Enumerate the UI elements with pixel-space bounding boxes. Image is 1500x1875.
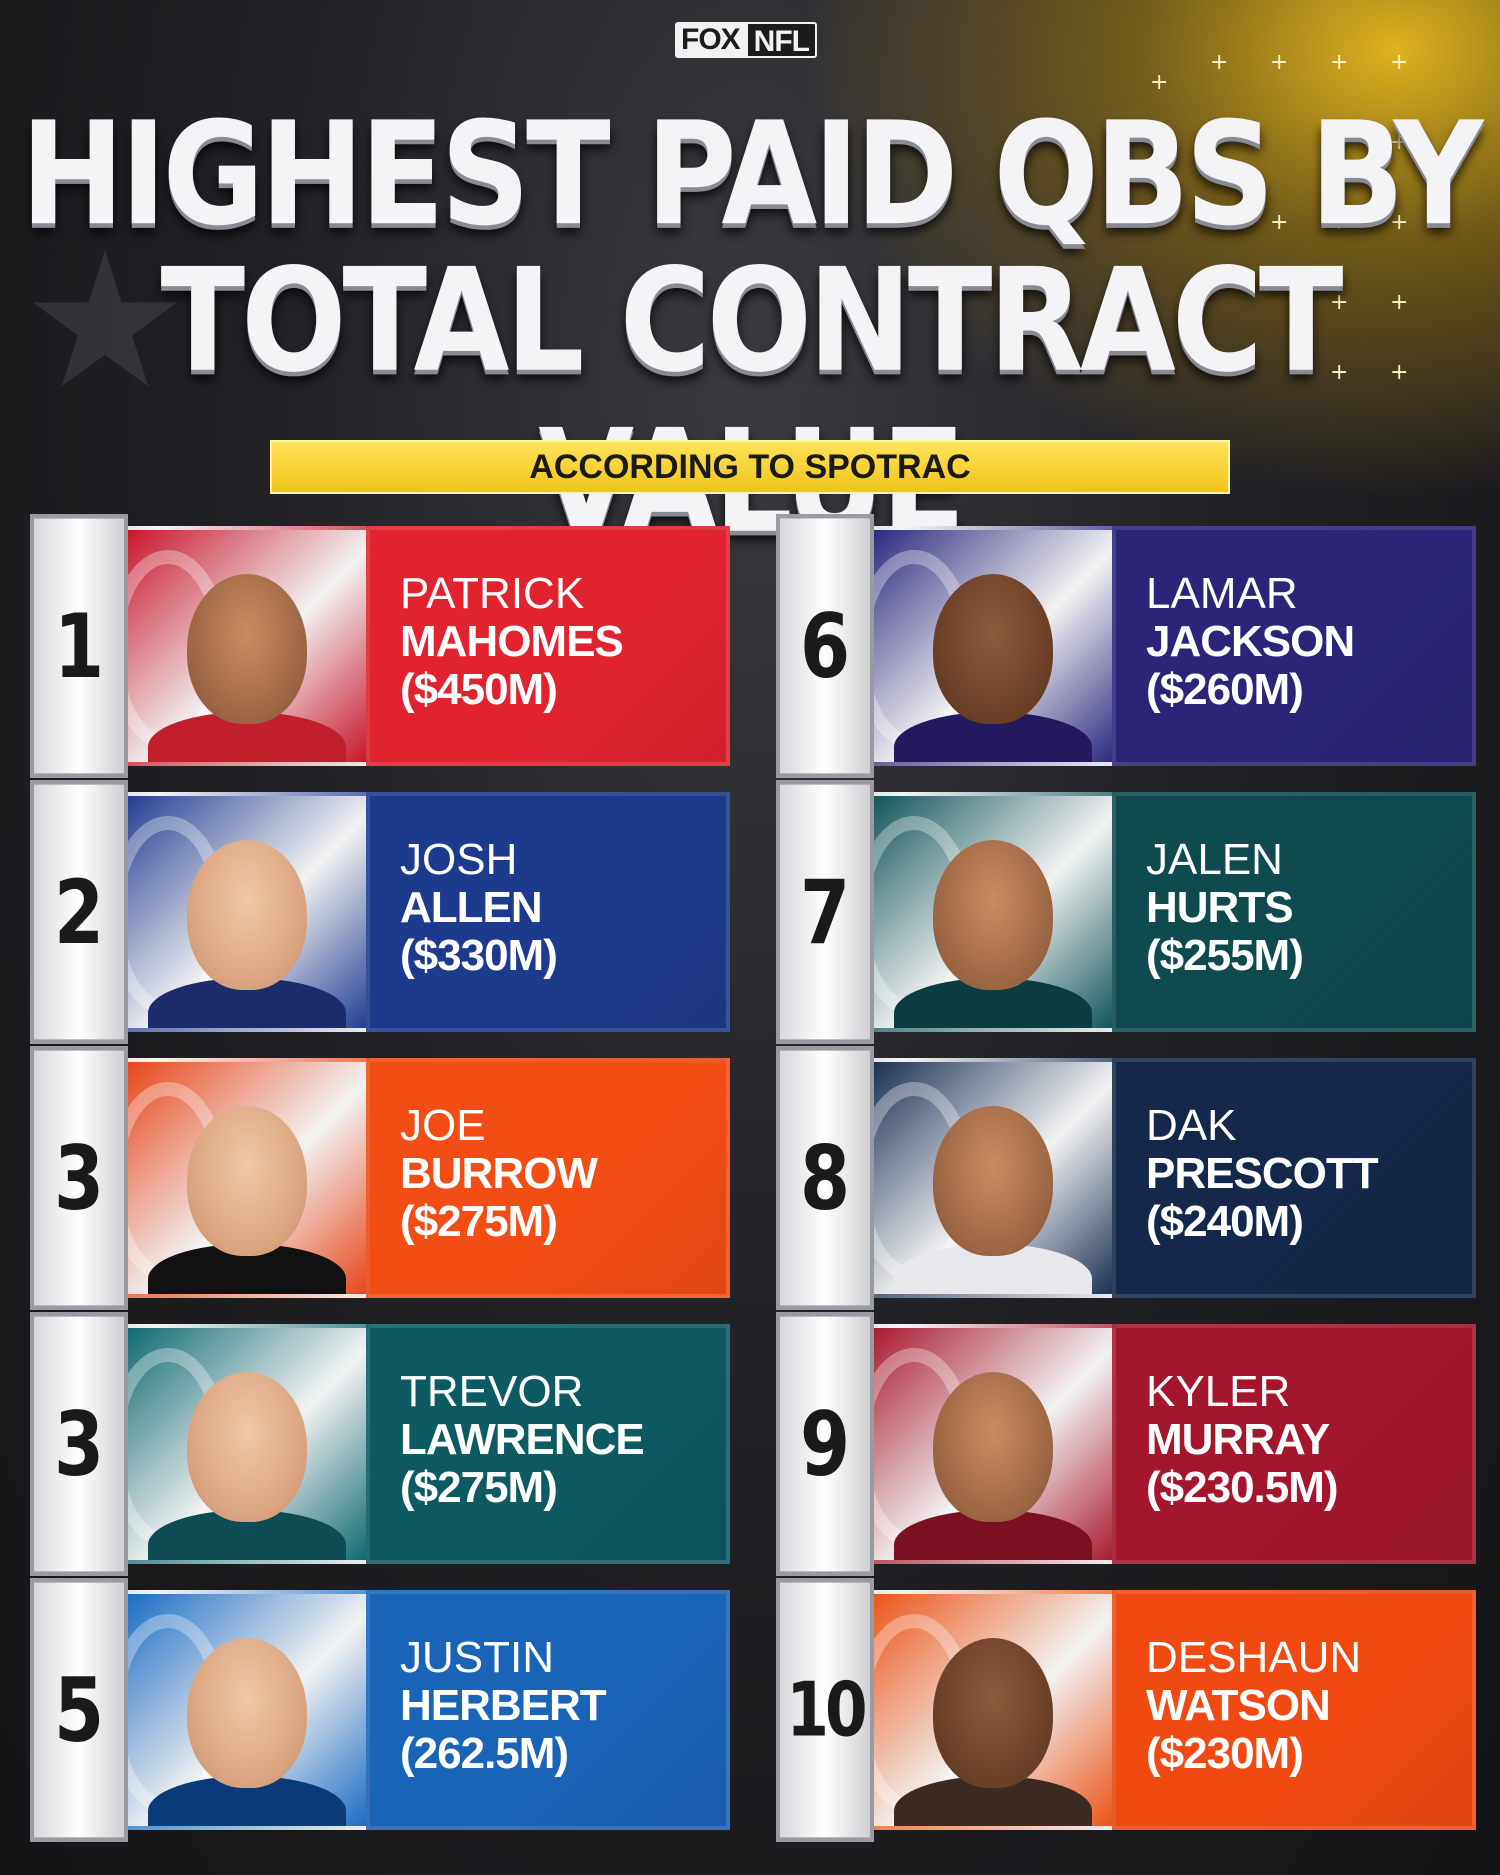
player-headshot <box>187 574 307 724</box>
rank-number: 3 <box>30 1046 128 1310</box>
player-headshot <box>933 574 1053 724</box>
player-first-name: LAMAR <box>1146 569 1298 618</box>
player-headshot <box>187 1106 307 1256</box>
player-info-panel: JOSH ALLEN ($330M) <box>366 792 730 1032</box>
player-headshot <box>187 1638 307 1788</box>
player-photo <box>874 1058 1112 1298</box>
player-headshot <box>187 1372 307 1522</box>
player-first-name: JOSH <box>400 835 518 884</box>
player-last-name: HURTS <box>1146 883 1294 932</box>
player-last-name: PRESCOTT <box>1146 1149 1379 1198</box>
player-headshot <box>933 1638 1053 1788</box>
player-card: 2 JOSH ALLEN ($330M) <box>30 780 730 1044</box>
player-card: 10 DESHAUN WATSON ($230M) <box>776 1578 1476 1842</box>
contract-value: ($450M) <box>400 665 558 714</box>
player-photo <box>128 1590 366 1830</box>
contract-value: (262.5M) <box>400 1729 569 1778</box>
player-last-name: MURRAY <box>1146 1415 1330 1464</box>
contract-value: ($275M) <box>400 1197 558 1246</box>
player-first-name: DESHAUN <box>1146 1633 1362 1682</box>
player-first-name: JUSTIN <box>400 1633 554 1682</box>
player-first-name: DAK <box>1146 1101 1237 1150</box>
contract-value: ($275M) <box>400 1463 558 1512</box>
contract-value: ($230M) <box>1146 1729 1304 1778</box>
player-card: 7 JALEN HURTS ($255M) <box>776 780 1476 1044</box>
player-headshot <box>187 840 307 990</box>
rank-number: 6 <box>776 514 874 778</box>
player-info-panel: TREVOR LAWRENCE ($275M) <box>366 1324 730 1564</box>
player-headshot <box>933 840 1053 990</box>
player-photo <box>874 526 1112 766</box>
contract-value: ($330M) <box>400 931 558 980</box>
player-first-name: JOE <box>400 1101 486 1150</box>
player-card: 3 TREVOR LAWRENCE ($275M) <box>30 1312 730 1576</box>
player-card: 1 PATRICK MAHOMES ($450M) <box>30 514 730 778</box>
player-headshot <box>933 1372 1053 1522</box>
player-info-panel: JUSTIN HERBERT (262.5M) <box>366 1590 730 1830</box>
title-line-2: TOTAL CONTRACT VALUE <box>160 238 1344 563</box>
player-first-name: KYLER <box>1146 1367 1291 1416</box>
player-info-panel: DESHAUN WATSON ($230M) <box>1112 1590 1476 1830</box>
logo-nfl: NFL <box>745 22 817 58</box>
player-last-name: LAWRENCE <box>400 1415 645 1464</box>
fox-nfl-logo: FOX NFL <box>675 22 817 58</box>
player-photo <box>874 1590 1112 1830</box>
player-card: 8 DAK PRESCOTT ($240M) <box>776 1046 1476 1310</box>
player-first-name: JALEN <box>1146 835 1283 884</box>
player-info-panel: PATRICK MAHOMES ($450M) <box>366 526 730 766</box>
player-last-name: BURROW <box>400 1149 598 1198</box>
player-info-panel: JOE BURROW ($275M) <box>366 1058 730 1298</box>
player-info-panel: DAK PRESCOTT ($240M) <box>1112 1058 1476 1298</box>
rank-number: 5 <box>30 1578 128 1842</box>
player-last-name: MAHOMES <box>400 617 624 666</box>
player-last-name: WATSON <box>1146 1681 1331 1730</box>
rank-number: 7 <box>776 780 874 1044</box>
rank-number: 2 <box>30 780 128 1044</box>
player-info-panel: LAMAR JACKSON ($260M) <box>1112 526 1476 766</box>
rank-number: 9 <box>776 1312 874 1576</box>
player-first-name: TREVOR <box>400 1367 584 1416</box>
contract-value: ($240M) <box>1146 1197 1304 1246</box>
contract-value: ($230.5M) <box>1146 1463 1339 1512</box>
player-photo <box>128 792 366 1032</box>
player-headshot <box>933 1106 1053 1256</box>
player-card: 5 JUSTIN HERBERT (262.5M) <box>30 1578 730 1842</box>
player-last-name: JACKSON <box>1146 617 1355 666</box>
player-card: 9 KYLER MURRAY ($230.5M) <box>776 1312 1476 1576</box>
player-photo <box>128 1058 366 1298</box>
player-photo <box>128 1324 366 1564</box>
player-card: 6 LAMAR JACKSON ($260M) <box>776 514 1476 778</box>
title-line-1: HIGHEST PAID QBS BY <box>20 92 1484 258</box>
logo-fox: FOX <box>675 22 746 58</box>
rank-number: 8 <box>776 1046 874 1310</box>
rank-number: 10 <box>776 1578 874 1842</box>
contract-value: ($260M) <box>1146 665 1304 714</box>
subtitle-banner: ACCORDING TO SPOTRAC <box>270 440 1230 494</box>
player-info-panel: KYLER MURRAY ($230.5M) <box>1112 1324 1476 1564</box>
player-photo <box>874 792 1112 1032</box>
player-photo <box>128 526 366 766</box>
player-last-name: HERBERT <box>400 1681 607 1730</box>
player-photo <box>874 1324 1112 1564</box>
player-first-name: PATRICK <box>400 569 585 618</box>
rank-number: 3 <box>30 1312 128 1576</box>
player-card: 3 JOE BURROW ($275M) <box>30 1046 730 1310</box>
rank-number: 1 <box>30 514 128 778</box>
player-last-name: ALLEN <box>400 883 543 932</box>
player-info-panel: JALEN HURTS ($255M) <box>1112 792 1476 1032</box>
contract-value: ($255M) <box>1146 931 1304 980</box>
